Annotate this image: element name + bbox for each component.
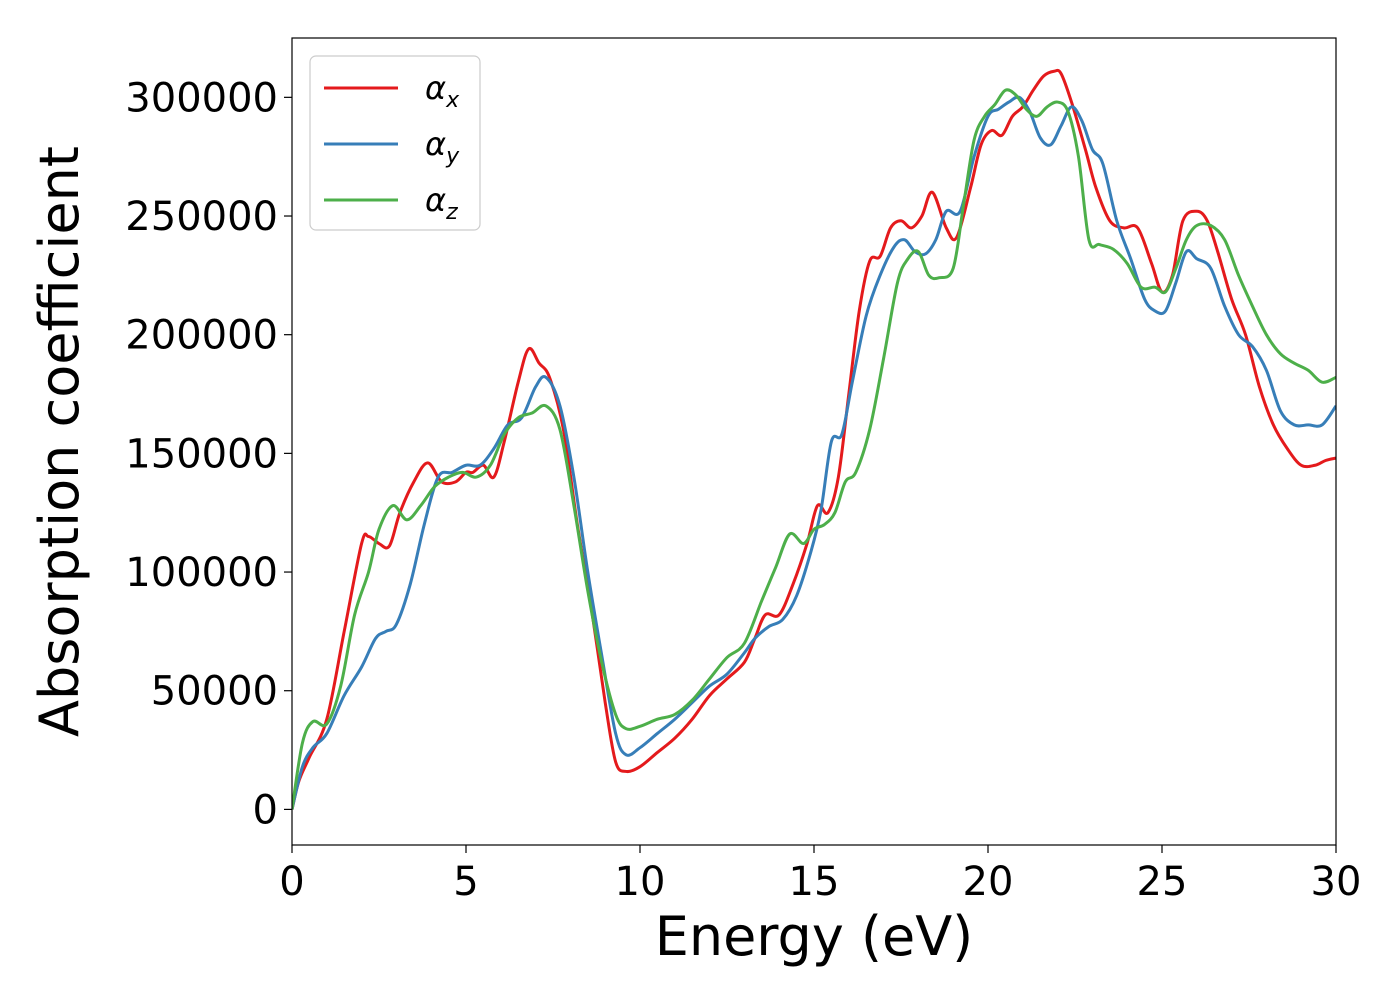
series-line-y <box>292 95 1336 810</box>
x-axis-ticks: 0 5 10 15 20 25 30 <box>279 845 1361 905</box>
y-axis-title: Absorption coefficient <box>28 146 91 737</box>
x-tick-label: 10 <box>615 859 666 905</box>
x-tick-label: 25 <box>1137 859 1188 905</box>
x-tick-label: 20 <box>963 859 1014 905</box>
x-tick-label: 5 <box>453 859 478 905</box>
y-tick-label: 100000 <box>125 550 278 596</box>
x-axis-title: Energy (eV) <box>655 905 974 968</box>
y-tick-label: 200000 <box>125 313 278 359</box>
y-tick-label: 300000 <box>125 75 278 121</box>
series-line-z <box>292 88 1336 810</box>
y-tick-label: 250000 <box>125 194 278 240</box>
y-tick-label: 50000 <box>151 669 278 715</box>
legend-label-z: αz <box>425 181 458 225</box>
x-tick-label: 30 <box>1311 859 1362 905</box>
plot-lines <box>292 68 1336 810</box>
y-tick-label: 150000 <box>125 431 278 477</box>
y-tick-label: 0 <box>253 787 278 833</box>
x-tick-label: 15 <box>789 859 840 905</box>
y-axis-ticks: 0 50000 100000 150000 200000 250000 300000 <box>125 75 292 833</box>
x-tick-label: 0 <box>279 859 304 905</box>
